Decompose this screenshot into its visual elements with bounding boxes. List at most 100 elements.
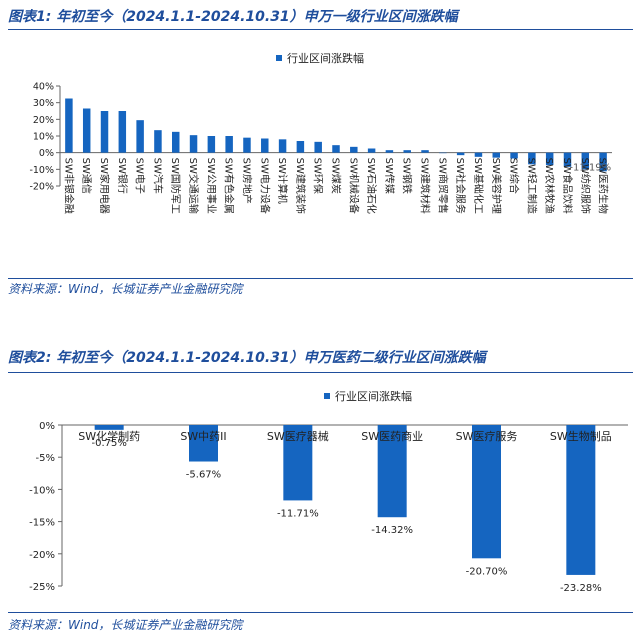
category-label: SW轻工制造 (525, 158, 538, 214)
chart2-title: 图表2: 年初至今（2024.1.1-2024.10.31）申万医药二级行业区间… (8, 350, 486, 366)
bar (377, 425, 407, 518)
category-label: SW传媒 (383, 158, 395, 194)
legend-swatch (276, 55, 282, 61)
y-tick-label: -10% (29, 165, 54, 176)
value-label: -5.67% (186, 470, 221, 481)
bar (118, 111, 127, 153)
y-tick-label: 40% (33, 82, 54, 93)
bar (385, 150, 394, 153)
category-label: SW通信 (80, 158, 92, 194)
category-label: SW有色金属 (223, 158, 236, 214)
bar (472, 425, 501, 559)
category-label: SW非银金融 (62, 158, 75, 214)
chart1-bottom-rule (8, 278, 633, 279)
value-label: -11.71% (277, 508, 319, 519)
y-tick-label: 0% (39, 148, 54, 159)
y-tick-label: -10% (29, 485, 55, 496)
category-label: SW银行 (116, 158, 129, 194)
y-tick-label: 20% (33, 115, 54, 126)
bar (492, 152, 500, 158)
chart2-bottom-rule (8, 612, 633, 613)
y-tick-label: -20% (29, 182, 54, 193)
category-label: SW农林牧渔 (543, 158, 556, 214)
y-tick-label: -20% (29, 550, 55, 561)
bar (367, 148, 376, 153)
category-label: SW交通运输 (187, 158, 200, 214)
bar (332, 145, 340, 153)
chart2-source: 资料来源：Wind，长城证券产业金融研究院 (8, 618, 243, 632)
bar (225, 136, 233, 153)
category-label: SW房地产 (240, 158, 253, 204)
category-label: SW环保 (312, 158, 325, 194)
chart1-source: 资料来源：Wind，长城证券产业金融研究院 (8, 282, 243, 296)
category-label: SW建筑材料 (419, 158, 432, 214)
category-label: SW石油石化 (365, 158, 378, 214)
chart2-plot: 行业区间涨跌幅 0% -5% -10% -15% -20% -25% -0.75%SW化学制药… (29, 389, 628, 594)
bar (421, 150, 429, 153)
legend-label: 行业区间涨跌幅 (287, 51, 364, 65)
category-label: SW国防军工 (169, 158, 182, 214)
bar (403, 150, 411, 153)
y-tick-label: 30% (33, 98, 54, 109)
chart1-title: 图表1: 年初至今（2024.1.1-2024.10.31）申万一级行业区间涨跌… (8, 9, 458, 25)
bar (566, 425, 596, 575)
category-label: SW医药商业 (361, 429, 423, 443)
category-label: SW计算机 (276, 158, 289, 204)
legend-label: 行业区间涨跌幅 (335, 389, 412, 403)
category-label: SW煤炭 (330, 158, 343, 194)
value-label: -23.28% (560, 583, 602, 594)
bar (581, 152, 590, 170)
chart2-top-rule (8, 372, 633, 373)
category-label: SW基础化工 (472, 158, 485, 214)
bar (154, 130, 162, 153)
category-label: SW汽车 (151, 158, 164, 194)
bar (545, 152, 554, 166)
y-tick-label: 10% (33, 132, 54, 143)
chart1-plot: 行业区间涨跌幅 40% 30% 20% 10% 0% -10% -20% SW非银金融 SW通信 S… (29, 51, 612, 214)
category-label: SW公用事业 (205, 158, 218, 214)
bar (207, 136, 216, 153)
category-label: SW医疗服务 (456, 429, 518, 443)
chart1-top-rule (8, 29, 633, 30)
category-label: SW医药生物 (597, 158, 610, 214)
category-label: SW化学制药 (78, 429, 140, 443)
bar (283, 425, 313, 501)
category-label: SW中药II (180, 430, 226, 443)
bar (243, 137, 251, 153)
category-label: SW美容护理 (490, 158, 503, 214)
bar (599, 152, 607, 172)
bar (528, 152, 536, 165)
bar (94, 425, 124, 430)
category-label: SW电子 (134, 158, 147, 194)
bar (456, 152, 465, 156)
legend-swatch (324, 393, 330, 399)
bar (278, 139, 287, 153)
category-label: SW医疗器械 (267, 429, 329, 443)
category-label: SW纺织服饰 (579, 158, 592, 214)
value-label: -0.75% (91, 438, 126, 449)
bar (474, 152, 483, 157)
bar (100, 111, 109, 153)
bar (189, 425, 218, 462)
category-label: SW建筑装饰 (294, 158, 307, 214)
category-label: SW食品饮料 (561, 158, 574, 214)
category-label: SW电力设备 (258, 158, 271, 214)
bar (82, 108, 91, 153)
bar (296, 141, 305, 153)
bar (136, 120, 144, 153)
bar (439, 152, 447, 154)
category-label: SW社会服务 (454, 158, 467, 214)
bar (65, 98, 73, 153)
category-label: SW机械设备 (347, 158, 360, 214)
bar (563, 152, 572, 167)
bar (314, 141, 322, 153)
y-tick-label: -15% (29, 518, 55, 529)
value-label: -20.70% (466, 566, 508, 577)
bar (189, 135, 198, 153)
bar (510, 152, 518, 159)
bar (172, 131, 180, 153)
category-label: SW钢铁 (401, 158, 414, 194)
y-tick-label: -5% (36, 453, 55, 464)
y-tick-label: 0% (39, 421, 55, 432)
category-label: SW家用电器 (98, 158, 111, 214)
